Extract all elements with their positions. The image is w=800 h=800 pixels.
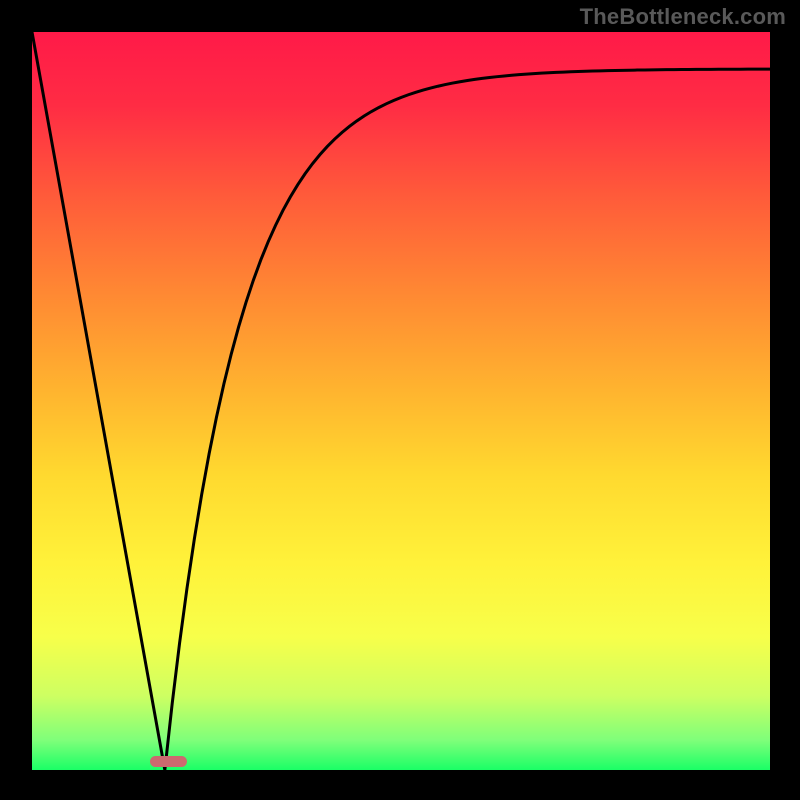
watermark-text: TheBottleneck.com bbox=[580, 4, 786, 30]
bottleneck-chart bbox=[32, 32, 770, 770]
bottleneck-curve bbox=[32, 32, 770, 770]
chart-root: { "watermark": { "text": "TheBottleneck.… bbox=[0, 0, 800, 800]
optimal-point-marker bbox=[150, 756, 187, 767]
